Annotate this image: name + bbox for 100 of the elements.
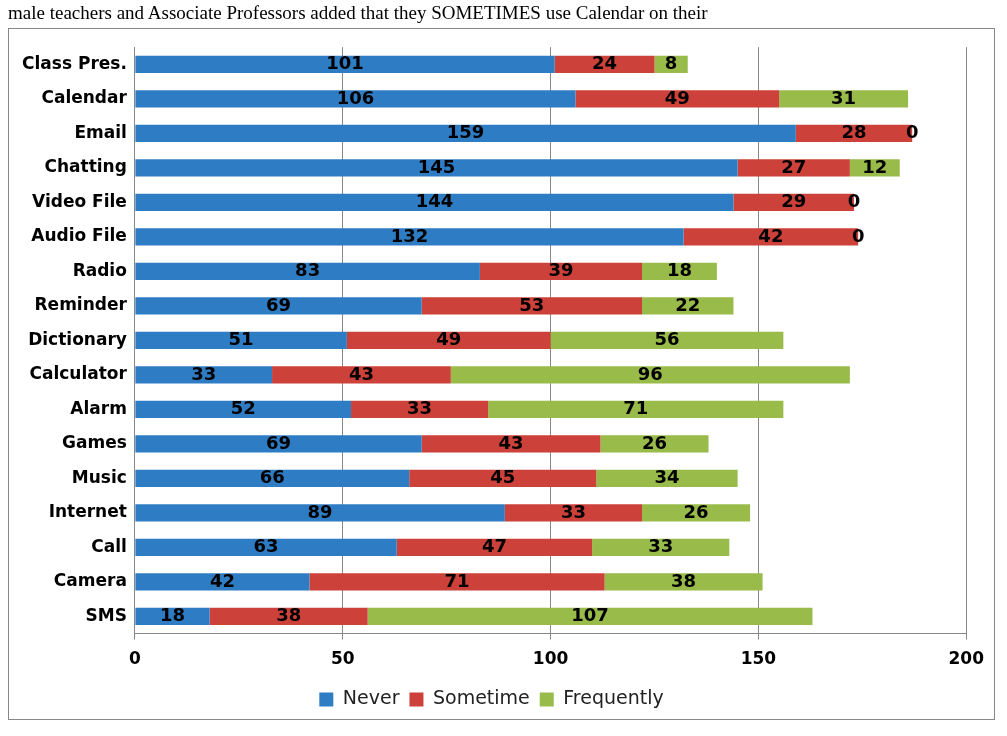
legend-label: Never — [342, 686, 400, 709]
bar — [272, 366, 451, 384]
x-tick-label: 150 — [740, 648, 777, 669]
data-label: 38 — [276, 604, 302, 626]
bar — [309, 573, 605, 591]
bar — [135, 55, 555, 74]
bar — [450, 366, 850, 384]
data-label: 101 — [326, 52, 364, 74]
data-label: 26 — [641, 431, 668, 453]
y-tick-label: SMS — [85, 604, 127, 625]
bar — [135, 435, 422, 453]
bar — [596, 469, 738, 487]
data-label: 49 — [436, 328, 462, 350]
y-tick-label: Call — [91, 535, 127, 556]
bar — [135, 90, 576, 108]
bar — [488, 400, 784, 419]
x-tick-label: 100 — [532, 648, 569, 669]
bar — [351, 400, 489, 419]
data-label: 49 — [664, 86, 690, 108]
data-label: 12 — [862, 155, 888, 177]
legend-label: Frequently — [563, 686, 664, 709]
data-label: 27 — [781, 155, 807, 177]
bar — [600, 435, 709, 453]
y-tick-label: Audio File — [31, 225, 127, 246]
text: male teachers and Associate Professors added that they SOMETIMES use Calendar on their — [8, 2, 709, 24]
bar — [209, 607, 368, 625]
x-tick-label: 0 — [128, 648, 141, 669]
data-label: 89 — [307, 500, 333, 522]
data-label: 33 — [407, 397, 433, 419]
data-label: 42 — [758, 224, 784, 246]
data-label: 69 — [266, 431, 292, 453]
bar — [135, 159, 738, 177]
bar — [135, 366, 273, 384]
bar — [421, 435, 601, 453]
data-label: 83 — [295, 259, 321, 281]
bar — [135, 400, 352, 419]
data-label: 43 — [348, 362, 374, 384]
data-label: 38 — [671, 569, 697, 591]
bar — [421, 297, 643, 315]
data-label: 71 — [623, 397, 649, 419]
data-label: 66 — [259, 466, 285, 488]
data-label: 47 — [481, 535, 507, 557]
y-tick-label: Reminder — [34, 294, 128, 315]
data-label: 69 — [266, 293, 292, 315]
bar — [737, 159, 850, 177]
y-tick-label: Camera — [53, 570, 127, 591]
bar — [135, 331, 347, 350]
y-tick-label: Calendar — [41, 87, 128, 108]
bar — [550, 331, 784, 350]
data-label: 145 — [417, 155, 456, 177]
data-label: 18 — [160, 604, 186, 626]
bar — [779, 90, 909, 108]
y-tick-label: Radio — [72, 259, 127, 280]
bar — [409, 469, 597, 487]
data-label: 18 — [666, 259, 692, 281]
y-tick-label: Dictionary — [28, 328, 127, 349]
y-tick-label: Internet — [48, 501, 127, 522]
data-label: 39 — [548, 259, 574, 281]
bar — [346, 331, 551, 350]
data-label: 159 — [446, 121, 485, 143]
data-label: 33 — [648, 535, 674, 557]
data-label: 63 — [253, 535, 279, 557]
bar — [135, 573, 310, 591]
x-tick-label: 50 — [330, 648, 355, 669]
bar — [135, 538, 397, 556]
data-label: 52 — [230, 397, 256, 419]
data-label: 24 — [592, 52, 618, 74]
data-label: 107 — [571, 604, 609, 626]
data-label: 29 — [781, 190, 807, 212]
y-tick-label: Calculator — [29, 363, 128, 384]
data-label: 28 — [841, 121, 867, 143]
data-label: 132 — [390, 224, 429, 246]
bar — [592, 538, 730, 556]
bar — [135, 297, 422, 315]
data-label: 34 — [654, 466, 680, 488]
y-tick-label: Class Pres. — [21, 52, 127, 73]
data-label: 22 — [675, 293, 701, 315]
bar — [504, 504, 643, 522]
data-label: 71 — [444, 569, 470, 591]
data-label: 106 — [336, 86, 375, 108]
bar — [642, 297, 734, 315]
bar — [575, 90, 780, 108]
bar — [135, 504, 505, 522]
data-label: 56 — [654, 328, 680, 350]
data-label: 96 — [637, 362, 663, 384]
data-label: 42 — [209, 569, 235, 591]
bar — [479, 262, 643, 281]
y-tick-label: Music — [71, 466, 127, 487]
data-label: 26 — [683, 500, 709, 522]
bar — [396, 538, 593, 556]
y-tick-label: Games — [62, 432, 127, 453]
data-label: 31 — [831, 86, 857, 108]
bar — [135, 469, 410, 487]
data-label: 45 — [490, 466, 516, 488]
data-label: 0 — [847, 190, 861, 212]
bar — [367, 607, 813, 625]
y-tick-label: Email — [74, 121, 127, 142]
data-label: 33 — [191, 362, 217, 384]
bar — [604, 573, 763, 591]
bar — [135, 262, 480, 281]
